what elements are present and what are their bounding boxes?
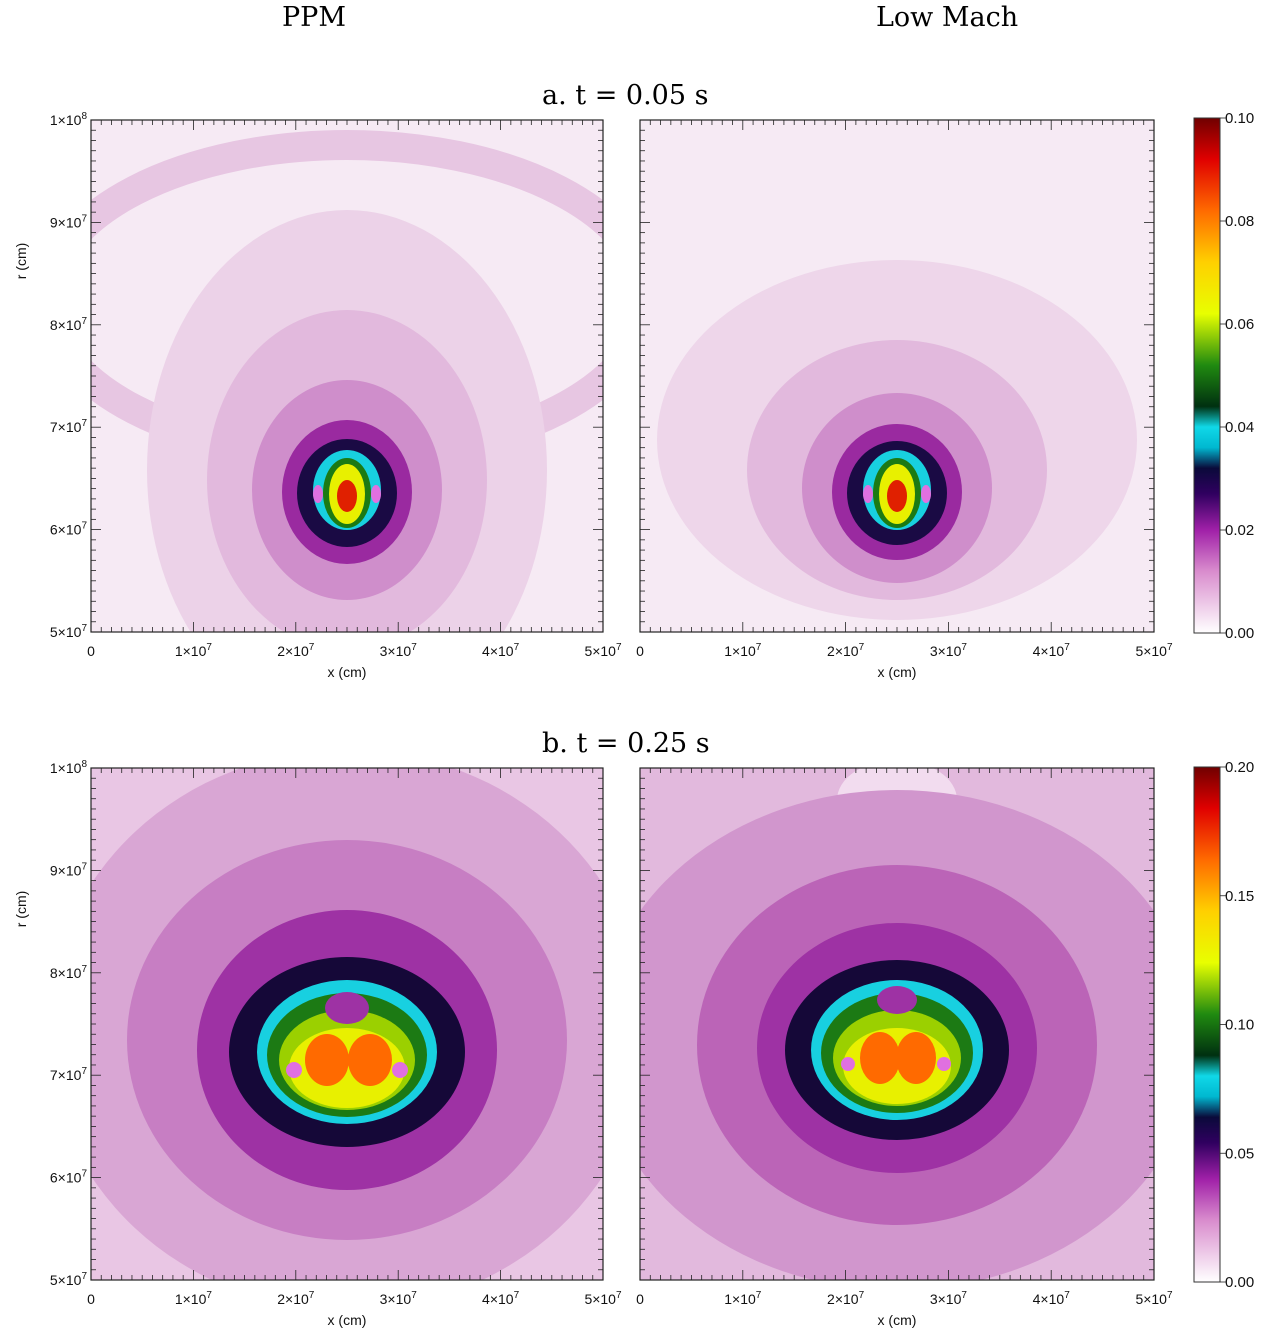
colorbar-tick-1-3: 0.05 [1225,1145,1254,1162]
colorbar-tick-1-0: 0.20 [1225,759,1254,776]
x-tick-label-b-low-mach-3: 3×107 [930,1290,968,1307]
x-tick-label-a-low-mach-5: 5×107 [1135,642,1173,659]
colorbar-tick-0-0: 0.10 [1225,110,1254,127]
y-tick-label-b-ppm-5: 5×107 [50,1271,88,1288]
colorbar-tick-0-1: 0.08 [1225,213,1254,230]
x-tick-label-a-low-mach-4: 4×107 [1033,642,1071,659]
x-axis-label-a-ppm: x (cm) [328,664,367,680]
x-tick-label-b-ppm-2: 2×107 [277,1290,315,1307]
colorbar-tick-1-2: 0.10 [1225,1017,1254,1034]
x-tick-label-b-ppm-4: 4×107 [482,1290,520,1307]
x-tick-label-a-ppm-2: 2×107 [277,642,315,659]
colorbar-tick-0-2: 0.06 [1225,316,1254,333]
axes-labels: 0 1×107 2×107 3×107 4×107 5×107 x (cm) 1×108 9×1… [13,111,1173,1328]
x-tick-label-b-low-mach-5: 5×107 [1135,1290,1173,1307]
x-tick-label-b-ppm-0: 0 [87,1291,95,1307]
x-tick-label-a-ppm-4: 4×107 [482,642,520,659]
x-tick-label-a-ppm-1: 1×107 [175,642,213,659]
x-axis-label-b-low-mach: x (cm) [878,1312,917,1328]
x-tick-label-a-low-mach-3: 3×107 [930,642,968,659]
row-title-b: b. t = 0.25 s [542,728,710,759]
panel-a-low-mach [640,120,1154,632]
colorbar-tick-0-3: 0.04 [1225,419,1254,436]
panel-b-ppm [91,768,603,1280]
y-tick-label-a-ppm-0: 1×108 [50,111,88,128]
x-tick-label-b-low-mach-4: 4×107 [1033,1290,1071,1307]
panel-b-low-mach [640,768,1154,1280]
y-axis-label-b-ppm: r (cm) [13,891,29,928]
x-tick-label-a-ppm-0: 0 [87,643,95,659]
colorbar-labels: 0.10 0.08 0.06 0.04 0.02 0.00 0.20 0.15 0.10 0.05… [1220,110,1254,1291]
colorbar-tick-0-5: 0.00 [1225,625,1254,642]
colorbar-tick-0-4: 0.02 [1225,522,1254,539]
x-axis-label-a-low-mach: x (cm) [878,664,917,680]
y-tick-label-a-ppm-2: 8×107 [50,316,88,333]
colorbar-b [1193,766,1221,1283]
x-tick-label-b-ppm-5: 5×107 [584,1290,622,1307]
y-tick-label-a-ppm-4: 6×107 [50,521,88,538]
column-title-ppm: PPM [282,2,346,33]
x-tick-label-b-low-mach-1: 1×107 [724,1290,762,1307]
panel-a-ppm [91,120,603,632]
colorbar-tick-1-4: 0.00 [1225,1274,1254,1291]
colorbar-tick-1-1: 0.15 [1225,888,1254,905]
y-tick-label-a-ppm-1: 9×107 [50,213,88,230]
y-axis-label-a-ppm: r (cm) [13,243,29,280]
x-tick-label-b-low-mach-0: 0 [636,1291,644,1307]
x-tick-label-b-ppm-1: 1×107 [175,1290,213,1307]
y-tick-label-b-ppm-4: 6×107 [50,1169,88,1186]
x-axis-label-b-ppm: x (cm) [328,1312,367,1328]
y-tick-label-b-ppm-2: 8×107 [50,964,88,981]
x-tick-label-a-ppm-3: 3×107 [380,642,418,659]
x-tick-label-a-low-mach-0: 0 [636,643,644,659]
row-title-a: a. t = 0.05 s [542,80,709,111]
y-tick-label-b-ppm-0: 1×108 [50,759,88,776]
y-tick-label-b-ppm-3: 7×107 [50,1066,88,1083]
x-tick-label-b-low-mach-2: 2×107 [827,1290,865,1307]
column-title-low-mach: Low Mach [876,2,1019,33]
x-tick-label-a-low-mach-2: 2×107 [827,642,865,659]
x-tick-label-a-low-mach-1: 1×107 [724,642,762,659]
y-tick-label-a-ppm-5: 5×107 [50,623,88,640]
axes-frames [90,119,1155,1281]
y-tick-label-b-ppm-1: 9×107 [50,861,88,878]
colorbar-a [1193,117,1221,634]
x-tick-label-a-ppm-5: 5×107 [584,642,622,659]
y-tick-label-a-ppm-3: 7×107 [50,418,88,435]
x-tick-label-b-ppm-3: 3×107 [380,1290,418,1307]
